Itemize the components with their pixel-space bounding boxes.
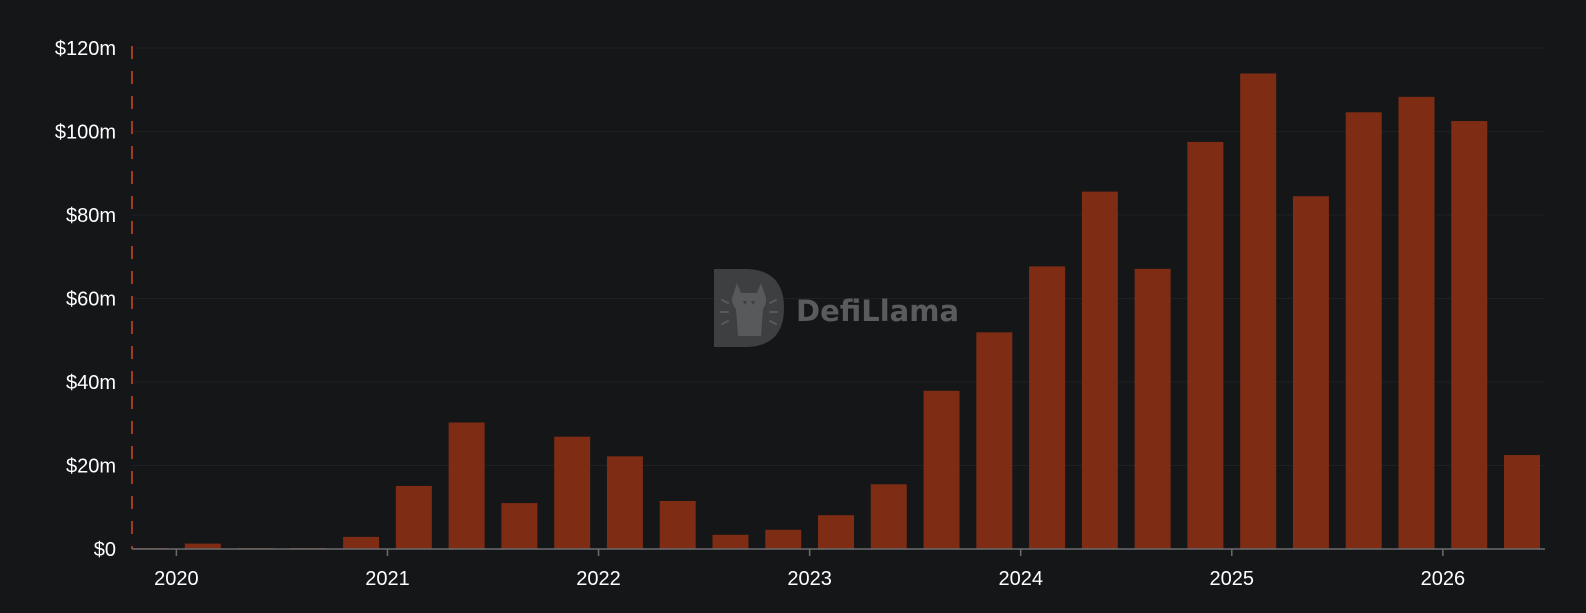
x-tick-label: 2022 — [576, 568, 621, 590]
bar — [343, 536, 380, 549]
bar — [870, 484, 907, 549]
bar — [1398, 96, 1435, 549]
bar — [554, 436, 591, 549]
tick-labels: $0 $20m $40m $60m $80m $100m $120m 2020 2021 2022… — [55, 38, 1465, 590]
y-tick-label: $20m — [66, 456, 116, 478]
y-tick-label: $80m — [66, 205, 116, 227]
bar — [1134, 268, 1171, 549]
x-tick-label: 2024 — [998, 568, 1043, 590]
bar — [818, 515, 855, 549]
x-tick-label: 2021 — [365, 568, 410, 590]
defillama-logo-icon — [714, 269, 784, 347]
bar — [448, 422, 485, 549]
y-tick-label: $0 — [94, 539, 116, 561]
x-tick-label: 2025 — [1210, 568, 1255, 590]
watermark: DefiLlama — [714, 269, 959, 347]
bar — [606, 456, 643, 549]
bar — [1240, 73, 1277, 549]
watermark-text: DefiLlama — [796, 294, 959, 328]
grid-lines — [132, 47, 1545, 466]
bar — [1029, 266, 1066, 549]
axes — [131, 46, 1545, 556]
bar — [184, 543, 221, 549]
bar — [1292, 196, 1329, 549]
bar — [712, 534, 749, 549]
y-tick-label: $60m — [66, 289, 116, 311]
bar — [1081, 191, 1118, 549]
x-tick-label: 2023 — [787, 568, 832, 590]
y-tick-label: $100m — [55, 122, 116, 144]
bar — [1187, 141, 1224, 549]
bars — [133, 73, 1541, 550]
bar — [1504, 455, 1541, 549]
y-tick-label: $120m — [55, 38, 116, 60]
bar — [501, 503, 538, 549]
bar — [923, 390, 960, 549]
x-tick-label: 2020 — [154, 568, 199, 590]
bar — [1345, 112, 1382, 550]
bar — [765, 529, 802, 549]
bar — [659, 500, 696, 549]
bar — [1451, 121, 1488, 549]
bar — [395, 485, 432, 549]
bar — [976, 332, 1013, 549]
x-tick-label: 2026 — [1421, 568, 1466, 590]
y-tick-label: $40m — [66, 372, 116, 394]
